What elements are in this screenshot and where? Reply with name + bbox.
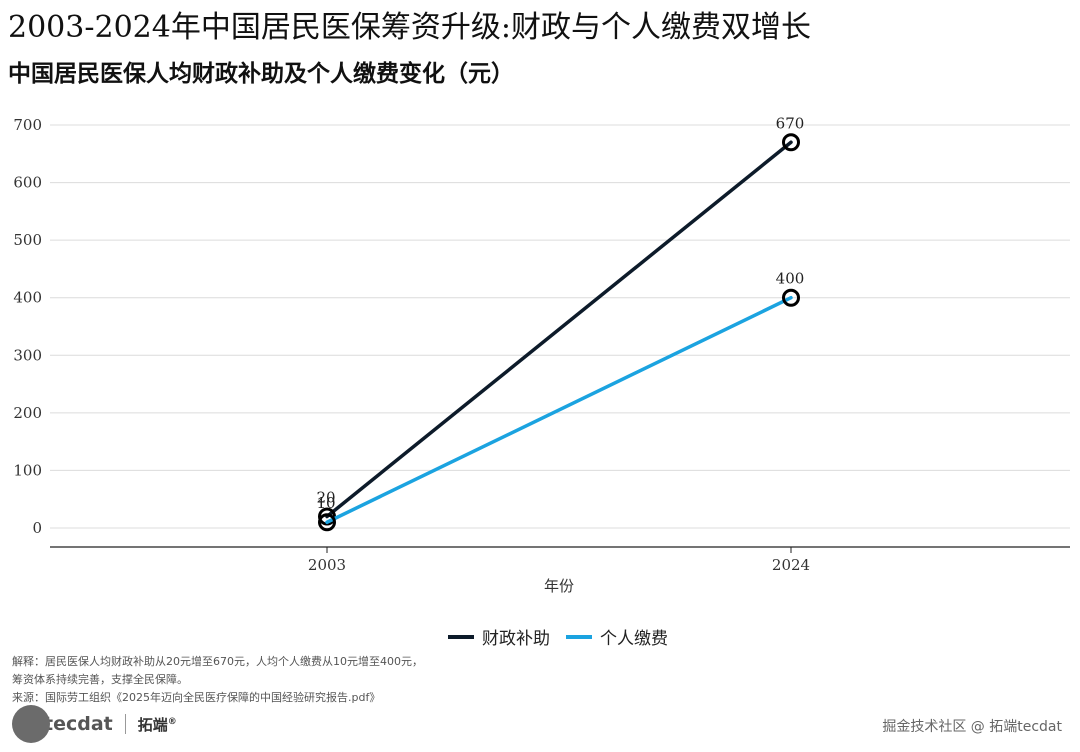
legend-item-fiscal[interactable]: 财政补助 (448, 624, 550, 649)
logo-text: tecdat (44, 713, 113, 735)
logo-cn: 拓端® (137, 715, 177, 734)
y-tick-label: 100 (13, 461, 42, 479)
y-tick-label: 200 (13, 404, 42, 422)
logo-circle-icon (12, 705, 50, 743)
y-tick-label: 0 (32, 519, 42, 537)
gridlines (50, 124, 1070, 529)
y-tick-label: 600 (13, 174, 42, 192)
y-tick-label: 500 (13, 231, 42, 249)
data-labels: 20 670 10 400 (316, 114, 804, 512)
data-point-marker (782, 288, 800, 307)
footnote-line-1: 解释：居民医保人均财政补助从20元增至670元，人均个人缴费从10元增至400元… (12, 655, 423, 668)
x-axis-title: 年份 (544, 577, 574, 595)
data-label: 400 (776, 270, 805, 288)
data-label: 20 (316, 488, 335, 506)
axes: 0 100 200 300 400 500 600 700 2003 2024 年份 (13, 116, 1070, 595)
line-chart: 0 100 200 300 400 500 600 700 2003 2024 年份 20 670 10… (13, 114, 1070, 595)
brand-logo: tecdat 拓端® (12, 705, 177, 743)
x-tick-label: 2024 (772, 556, 810, 574)
legend-label-personal: 个人缴费 (600, 629, 668, 649)
watermark: 掘金技术社区 @ 拓端tecdat (882, 719, 1062, 735)
footnote-source: 来源：国际劳工组织《2025年迈向全民医疗保障的中国经验研究报告.pdf》 (12, 691, 381, 704)
footnote-line-2: 筹资体系持续完善，支撑全民保障。 (12, 673, 188, 686)
chart-title: 2003-2024年中国居民医保筹资升级:财政与个人缴费双增长 (8, 10, 811, 45)
x-tick-label: 2003 (308, 556, 346, 574)
data-label: 670 (776, 114, 805, 132)
legend-label-fiscal: 财政补助 (482, 629, 550, 649)
y-tick-label: 300 (13, 346, 42, 364)
data-point-marker (318, 513, 336, 532)
series-line-0 (325, 140, 793, 519)
data-label: 10 (316, 494, 335, 512)
legend: 财政补助 个人缴费 (448, 624, 668, 649)
series-line-1 (325, 295, 793, 524)
y-tick-label: 400 (13, 289, 42, 307)
logo-divider (124, 714, 126, 734)
data-point-marker (782, 133, 800, 152)
legend-swatch-fiscal (448, 634, 474, 639)
chart-subtitle: 中国居民医保人均财政补助及个人缴费变化（元） (8, 61, 514, 87)
y-tick-label: 700 (13, 116, 42, 134)
legend-swatch-personal (566, 634, 592, 639)
legend-item-personal[interactable]: 个人缴费 (566, 624, 668, 649)
footnote: 解释：居民医保人均财政补助从20元增至670元，人均个人缴费从10元增至400元… (12, 653, 712, 707)
series-lines (318, 133, 800, 532)
